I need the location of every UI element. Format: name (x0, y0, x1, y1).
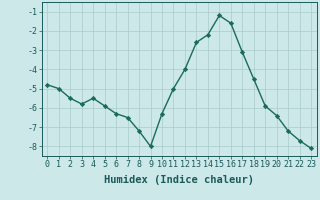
X-axis label: Humidex (Indice chaleur): Humidex (Indice chaleur) (104, 175, 254, 185)
